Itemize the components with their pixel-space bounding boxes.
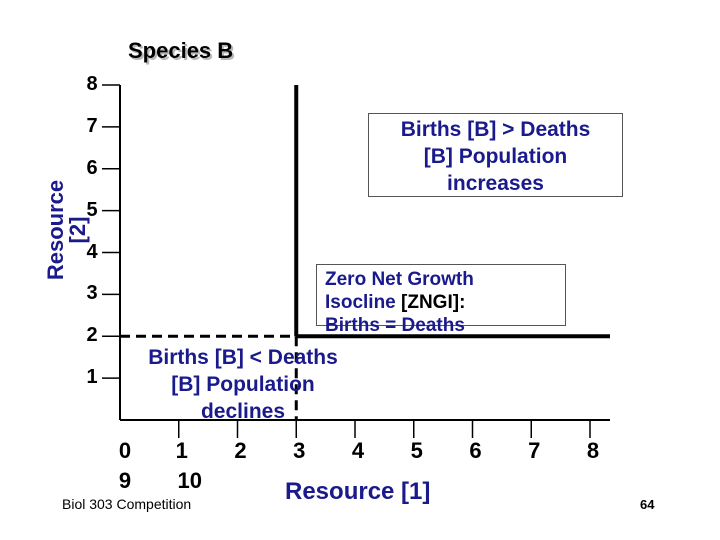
annotation-births-less-than-deaths: Births [B] < Deaths [B] Population decli…	[124, 341, 362, 423]
y-tick-label-3: 3	[86, 282, 98, 305]
annotation-zngi-line-2a: Isocline	[325, 292, 396, 313]
annotation-upper-line-1: Births [B] > Deaths	[400, 118, 591, 141]
annotation-zngi: Zero Net Growth Isocline [ZNGI]: Births …	[316, 264, 566, 336]
y-axis-label: Resource [2]	[43, 175, 90, 285]
y-tick-label-8: 8	[86, 73, 98, 95]
footer-course-label: Biol 303 Competition	[62, 496, 192, 512]
annotation-lower-line-3: declines	[200, 400, 286, 423]
x-tick-label-row2-9: 9	[118, 468, 132, 493]
annotation-lower-line-2: [B] Population	[171, 373, 315, 396]
x-axis-label: Resource [1]	[285, 478, 431, 505]
y-tick-label-5: 5	[86, 198, 98, 221]
annotation-upper-line-3: increases	[447, 172, 544, 195]
annotation-upper-line-2: [B] Population	[423, 145, 568, 168]
y-tick-label-2: 2	[86, 324, 98, 347]
x-tick-label-8: 8	[586, 438, 600, 463]
chart-title: Species B	[128, 38, 234, 63]
x-tick-label-3: 3	[293, 438, 306, 463]
y-tick-label-7: 7	[86, 114, 98, 137]
annotation-zngi-line-1: Zero Net Growth	[325, 269, 474, 290]
x-tick-label-7: 7	[528, 438, 541, 463]
annotation-zngi-line-2b: [ZNGI]:	[401, 292, 466, 313]
y-axis-label-text: Resource [2]	[43, 179, 90, 281]
y-tick-label-1: 1	[86, 366, 98, 389]
x-tick-label-row2-10: 10	[177, 468, 202, 493]
x-tick-label-2: 2	[234, 438, 247, 463]
annotation-lower-line-1: Births [B] < Deaths	[148, 346, 338, 369]
page-number: 64	[640, 497, 655, 512]
x-tick-label-6: 6	[469, 438, 482, 463]
annotation-births-greater-than-deaths: Births [B] > Deaths [B] Population incre…	[368, 113, 623, 197]
y-tick-label-4: 4	[86, 240, 98, 263]
x-tick-label-0: 0	[118, 438, 132, 463]
annotation-zngi-line-3: Births = Deaths	[325, 315, 465, 336]
x-tick-label-4: 4	[351, 438, 365, 463]
y-tick-label-6: 6	[86, 156, 98, 179]
x-tick-label-1: 1	[175, 438, 188, 463]
x-tick-label-5: 5	[410, 438, 423, 463]
